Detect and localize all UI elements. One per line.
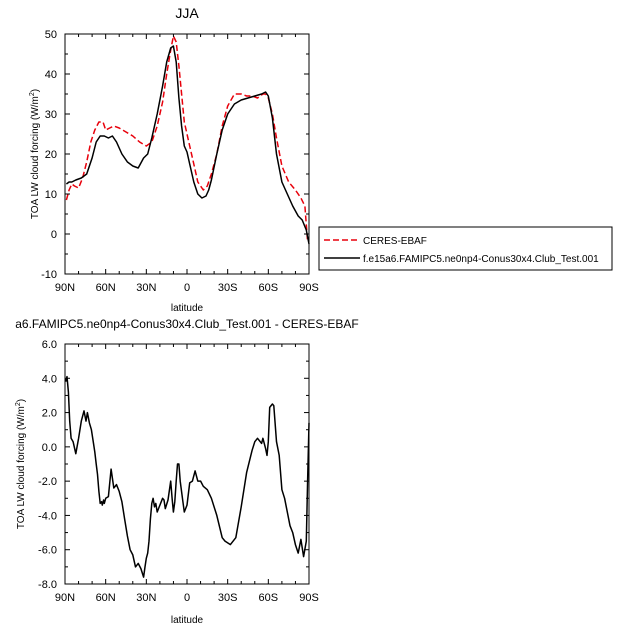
x-tick-label-0-3: 0 [184,282,190,294]
x-tick-label-0-2: 30N [136,282,156,294]
legend-label-ceres: CERES-EBAF [363,236,427,247]
x-tick-label-0-5: 60S [259,282,279,294]
x-tick-label-1-4: 30S [218,592,238,604]
y-tick-label-1-5: 2.0 [42,408,57,420]
bottom-chart-series [64,375,310,578]
legend-box [318,226,613,271]
y-tick-label-1-1: -6.0 [38,545,57,557]
y-tick-label-1-7: 6.0 [42,339,57,351]
x-tick-label-1-5: 60S [259,592,279,604]
top-chart: JJA 90N 60N 30N 0 30S 60S 90S -10 0 10 20 30 40 50 la… [29,5,613,314]
x-tick-label-0-6: 90S [299,282,319,294]
bottom-chart-title: a6.FAMIPC5.ne0np4-Conus30x4.Club_Test.00… [15,317,359,331]
y-tick-label-1-4: 0.0 [42,442,57,454]
x-tick-label-1-3: 0 [184,592,190,604]
y-tick-label-0-0: -10 [41,269,57,281]
y-tick-label-0-3: 20 [45,149,57,161]
y-tick-label-1-3: -2.0 [38,476,57,488]
top-chart-legend: CERES-EBAF f.e15a6.FAMIPC5.ne0np4-Conus3… [318,226,613,271]
x-tick-label-1-2: 30N [136,592,156,604]
top-chart-series [65,35,310,245]
top-chart-title: JJA [175,5,199,21]
x-tick-label-0-1: 60N [96,282,116,294]
series-line-0-1 [65,45,310,245]
top-chart-ticks: 90N 60N 30N 0 30S 60S 90S -10 0 10 20 30 40 50 [41,29,319,294]
bottom-chart-ticks: 90N 60N 30N 0 30S 60S 90S -8.0 -6.0 -4.0 -2.0 0.0 2.… [38,339,319,604]
series-line-0-0 [65,35,309,243]
series-line-1-0 [64,375,310,578]
y-tick-label-0-1: 0 [51,229,57,241]
y-tick-label-0-6: 50 [45,29,57,41]
bottom-plot-frame [64,343,310,585]
y-tick-label-0-2: 10 [45,189,57,201]
y-tick-label-1-2: -4.0 [38,510,57,522]
x-tick-label-1-6: 90S [299,592,319,604]
top-y-axis-label: TOA LW cloud forcing (W/m2) [29,89,41,219]
y-tick-label-0-4: 30 [45,109,57,121]
y-tick-label-1-6: 4.0 [42,373,57,385]
x-tick-label-0-0: 90N [55,282,75,294]
x-tick-label-0-4: 30S [218,282,238,294]
legend-label-model: f.e15a6.FAMIPC5.ne0np4-Conus30x4.Club_Te… [363,254,599,265]
y-tick-label-0-5: 40 [45,69,57,81]
bottom-x-axis-label: latitude [171,615,204,626]
bottom-chart: a6.FAMIPC5.ne0np4-Conus30x4.Club_Test.00… [15,317,359,626]
top-x-axis-label: latitude [171,303,204,314]
x-tick-label-1-1: 60N [96,592,116,604]
y-tick-label-1-0: -8.0 [38,579,57,591]
bottom-y-axis-label: TOA LW cloud forcing (W/m2) [15,399,27,529]
x-tick-label-1-0: 90N [55,592,75,604]
